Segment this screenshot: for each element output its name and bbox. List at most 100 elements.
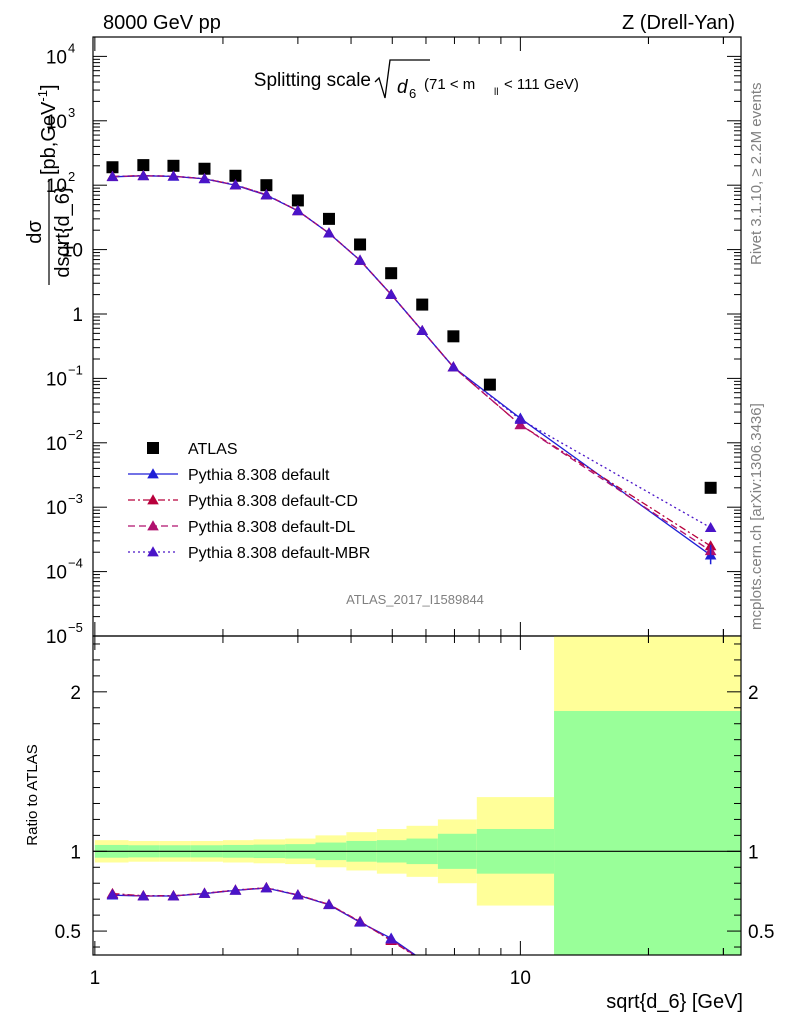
- main-ytick-label: 10: [46, 627, 67, 648]
- title-range-suffix: < 111 GeV): [504, 76, 579, 93]
- main-ytick-label: 10: [46, 112, 67, 133]
- legend-label-1: Pythia 8.308 default: [188, 467, 330, 484]
- legend: ATLAS Pythia 8.308 default Pythia 8.308 de…: [128, 441, 370, 562]
- main-point-series-4: [260, 188, 273, 200]
- title-text: Splitting scale: [254, 70, 371, 91]
- main-point-series-4: [137, 170, 150, 181]
- main-point-series-4: [292, 205, 304, 216]
- main-ytick-label: 10: [46, 176, 67, 197]
- ratio-series-layer: [106, 881, 417, 955]
- main-point-series-4: [106, 170, 119, 181]
- title-range-prefix: (71 < m: [424, 76, 475, 93]
- ratio-frame: [92, 635, 742, 956]
- main-point-series-0: [704, 481, 717, 494]
- main-series-layer: [106, 159, 717, 565]
- main-ytick-label: 10: [46, 47, 67, 68]
- main-point-series-4: [447, 361, 460, 372]
- ratio-ytick-label-right: 0.5: [748, 922, 774, 943]
- main-ytick-exponent: −4: [68, 556, 83, 571]
- title-range-sub: ll: [494, 87, 498, 98]
- ratio-uncertainty-bands: [93, 636, 741, 955]
- ratio-point-series-3: [167, 890, 180, 901]
- ratio-point-series-3: [106, 888, 119, 900]
- main-point-series-4: [167, 170, 180, 181]
- xtick-label: 10: [510, 968, 531, 989]
- watermark: ATLAS_2017_I1589844: [346, 592, 484, 607]
- legend-label-0: ATLAS: [188, 441, 238, 458]
- main-point-series-0: [291, 194, 304, 207]
- title-subscript: 6: [409, 86, 416, 101]
- ratio-series-line-3: [112, 887, 416, 955]
- main-point-series-0: [260, 179, 273, 192]
- main-ytick-label: 10: [46, 563, 67, 584]
- main-point-series-0: [483, 378, 496, 391]
- main-point-series-0: [137, 159, 150, 172]
- legend-marker-2: [147, 494, 159, 505]
- main-point-series-4: [354, 254, 366, 265]
- ratio-series-line-2: [112, 887, 416, 955]
- main-ytick-exponent: −2: [68, 427, 83, 442]
- main-ytick-exponent: 3: [68, 105, 75, 120]
- ratio-y-label: Ratio to ATLAS: [24, 744, 41, 845]
- ratio-point-series-3: [292, 889, 304, 900]
- main-ytick-exponent: 2: [68, 169, 75, 184]
- ratio-point-series-3: [229, 884, 242, 895]
- main-ytick-label: 10: [46, 434, 67, 455]
- legend-label-2: Pythia 8.308 default-CD: [188, 493, 358, 510]
- y-label-denominator: dsqrt{d_6}: [52, 186, 74, 278]
- main-point-series-0: [198, 162, 211, 175]
- legend-marker-3: [147, 520, 159, 531]
- y-label-units: [pb,GeV-1]: [35, 84, 60, 175]
- mcplots-label: mcplots.cern.ch [arXiv:1306.3436]: [748, 403, 765, 630]
- ratio-point-series-3: [198, 887, 211, 898]
- main-point-series-4: [514, 413, 527, 424]
- ratio-ytick-label: 2: [70, 683, 81, 704]
- main-point-series-4: [416, 324, 429, 336]
- legend-label-4: Pythia 8.308 default-MBR: [188, 545, 370, 562]
- ratio-ytick-label-right: 2: [748, 683, 759, 704]
- main-point-series-0: [322, 212, 335, 225]
- ratio-series-line-0: [112, 887, 417, 955]
- ratio-band-inner: [554, 710, 741, 955]
- ratio-point-series-3: [385, 933, 397, 944]
- legend-marker-1: [147, 468, 159, 479]
- plot-title: Splitting scale d 6 (71 < m ll < 111 GeV…: [254, 59, 579, 101]
- main-point-series-3: [514, 419, 527, 430]
- title-symbol: d: [397, 77, 409, 98]
- main-ytick-exponent: −1: [68, 362, 83, 377]
- header-right: Z (Drell-Yan): [622, 12, 735, 34]
- y-label-numerator: dσ: [24, 220, 46, 244]
- main-point-series-0: [385, 267, 398, 280]
- main-point-series-0: [229, 169, 242, 182]
- x-axis-label: sqrt{d_6} [GeV]: [606, 991, 743, 1013]
- main-point-series-4: [704, 521, 717, 533]
- sqrt-symbol: [374, 59, 430, 99]
- ratio-point-series-3: [137, 890, 150, 901]
- main-ytick-exponent: −5: [68, 620, 83, 635]
- xtick-label: 1: [90, 968, 101, 989]
- rivet-label: Rivet 3.1.10, ≥ 2.2M events: [748, 83, 765, 266]
- main-point-series-0: [167, 159, 180, 172]
- main-ytick-label: 10: [62, 241, 83, 262]
- main-series-line-4: [112, 175, 711, 529]
- legend-marker-4: [147, 546, 159, 557]
- header-left: 8000 GeV pp: [103, 12, 221, 34]
- main-point-series-4: [385, 288, 397, 299]
- ratio-ytick-label: 1: [70, 842, 81, 863]
- main-ytick-label: 10: [46, 369, 67, 390]
- ratio-series-line-1: [112, 887, 415, 955]
- ratio-ytick-label: 0.5: [55, 922, 81, 943]
- ratio-ytick-label-right: 1: [748, 842, 759, 863]
- main-point-series-0: [354, 238, 367, 251]
- ratio-panel-axes: 0.5 0.5 1 1 2 2 1 10: [55, 635, 774, 989]
- ratio-point-series-3: [354, 916, 366, 927]
- main-point-series-0: [106, 161, 119, 174]
- ratio-point-series-3: [323, 898, 335, 909]
- main-ytick-label: 10: [46, 498, 67, 519]
- main-point-series-4: [198, 172, 211, 184]
- main-ytick-exponent: 4: [68, 40, 75, 55]
- ratio-point-series-3: [260, 882, 273, 893]
- main-point-series-4: [229, 179, 242, 190]
